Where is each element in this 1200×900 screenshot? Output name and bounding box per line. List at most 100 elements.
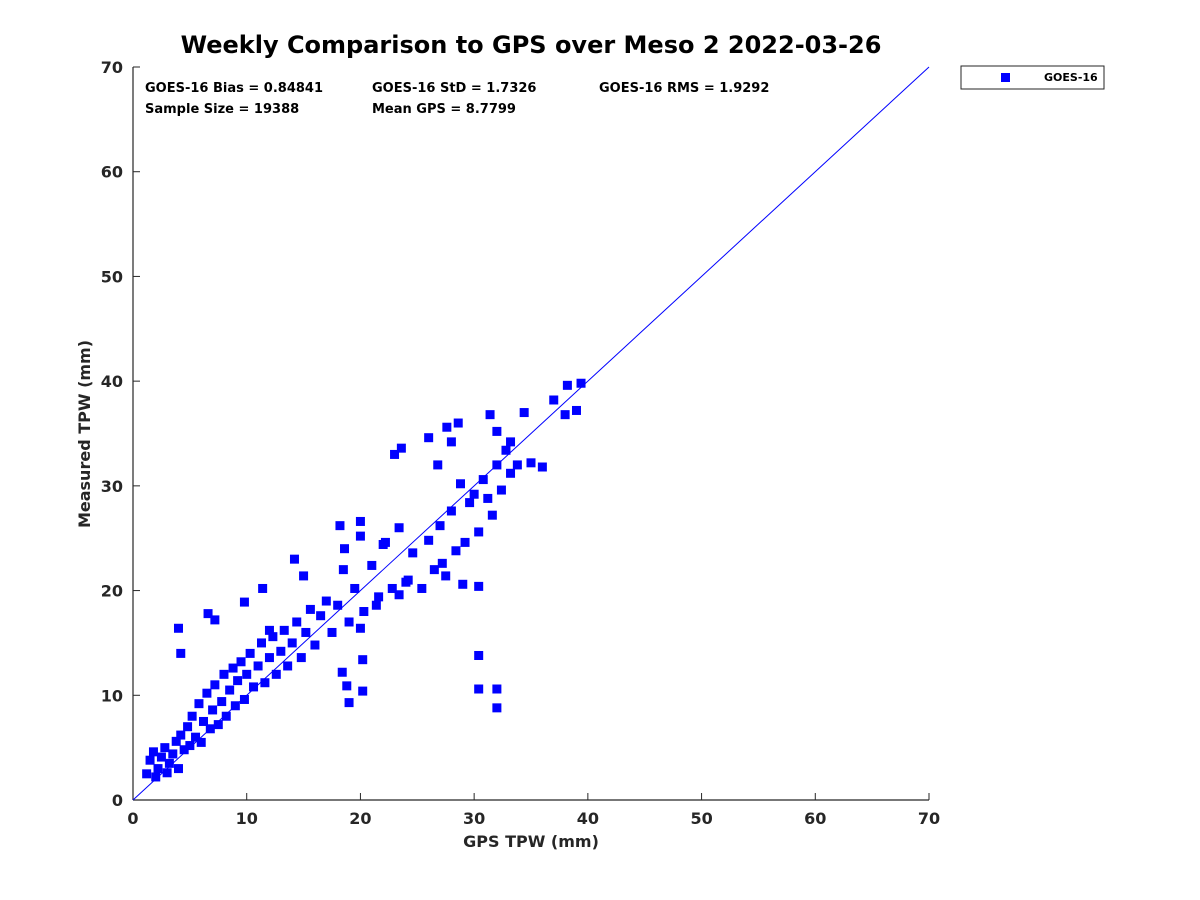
data-point (474, 650, 484, 660)
data-point (433, 460, 443, 470)
data-point (367, 560, 377, 570)
data-point (441, 571, 451, 581)
data-point (179, 745, 189, 755)
data-point (217, 697, 227, 707)
data-point (576, 378, 586, 388)
data-point (176, 648, 186, 658)
data-point (316, 611, 326, 621)
data-point (394, 590, 404, 600)
data-point (424, 535, 434, 545)
stat-std: GOES-16 StD = 1.7326 (372, 81, 536, 96)
data-point (233, 676, 243, 686)
data-point (239, 597, 249, 607)
data-point (260, 678, 270, 688)
data-point (474, 581, 484, 591)
data-point (506, 468, 516, 478)
y-tick-label: 70 (101, 58, 123, 77)
data-point (299, 571, 309, 581)
data-point (203, 609, 213, 619)
data-point (196, 737, 206, 747)
data-point (225, 685, 235, 695)
data-point (355, 531, 365, 541)
data-point (342, 681, 352, 691)
data-point (492, 703, 502, 713)
legend: GOES-16 (960, 65, 1105, 90)
data-point (485, 410, 495, 420)
stat-mean-gps: Mean GPS = 8.7799 (372, 102, 516, 117)
data-point (359, 607, 369, 617)
data-point (437, 558, 447, 568)
data-point (358, 686, 368, 696)
data-point (478, 475, 488, 485)
y-tick-label: 60 (101, 163, 123, 182)
reference-line (132, 66, 930, 801)
x-tick-label: 10 (236, 809, 258, 828)
data-point (451, 546, 461, 556)
data-point (239, 694, 249, 704)
data-point (469, 489, 479, 499)
y-tick-label: 0 (112, 791, 123, 810)
data-point (271, 669, 281, 679)
data-point (305, 604, 315, 614)
data-point (221, 711, 231, 721)
data-point (371, 600, 381, 610)
points-layer (142, 378, 586, 782)
data-point (173, 764, 183, 774)
data-point (264, 653, 274, 663)
y-ticks: 0 10 20 30 40 50 60 70 (101, 58, 140, 810)
data-point (338, 565, 348, 575)
data-point (496, 485, 506, 495)
data-point (310, 640, 320, 650)
data-point (435, 521, 445, 531)
data-point (292, 617, 302, 627)
data-point (210, 680, 220, 690)
y-tick-label: 10 (101, 686, 123, 705)
data-point (213, 720, 223, 730)
data-point (156, 752, 166, 762)
legend-marker-icon (1001, 73, 1010, 82)
data-point (355, 516, 365, 526)
data-point (187, 711, 197, 721)
x-tick-label: 60 (804, 809, 826, 828)
data-point (506, 437, 516, 447)
data-point (560, 410, 570, 420)
data-point (162, 768, 172, 778)
data-point (350, 583, 360, 593)
data-point (191, 732, 201, 742)
data-point (408, 548, 418, 558)
data-point (417, 583, 427, 593)
data-point (245, 648, 255, 658)
data-point (296, 653, 306, 663)
data-point (327, 627, 337, 637)
data-point (283, 661, 293, 671)
y-axis-label: Measured TPW (mm) (75, 340, 94, 528)
data-point (160, 743, 170, 753)
data-point (242, 669, 252, 679)
data-point (183, 722, 193, 732)
data-point (173, 623, 183, 633)
data-point (446, 506, 456, 516)
data-point (512, 460, 522, 470)
data-point (268, 632, 278, 642)
data-point (424, 433, 434, 443)
data-point (279, 625, 289, 635)
data-point (142, 769, 152, 779)
data-point (321, 596, 331, 606)
data-point (474, 684, 484, 694)
x-tick-label: 40 (577, 809, 599, 828)
data-point (208, 705, 218, 715)
data-point (396, 443, 406, 453)
data-point (176, 730, 186, 740)
stats-block: GOES-16 Bias = 0.84841 GOES-16 StD = 1.7… (145, 81, 769, 117)
x-tick-label: 20 (349, 809, 371, 828)
data-point (455, 479, 465, 489)
data-point (153, 764, 163, 774)
data-point (236, 657, 246, 667)
plot-area: 0 10 20 30 40 50 60 70 0 10 20 30 40 50 60 70 (101, 58, 940, 828)
data-point (228, 663, 238, 673)
data-point (474, 527, 484, 537)
legend-label: GOES-16 (1044, 71, 1098, 84)
data-point (168, 749, 178, 759)
data-point (378, 539, 388, 549)
